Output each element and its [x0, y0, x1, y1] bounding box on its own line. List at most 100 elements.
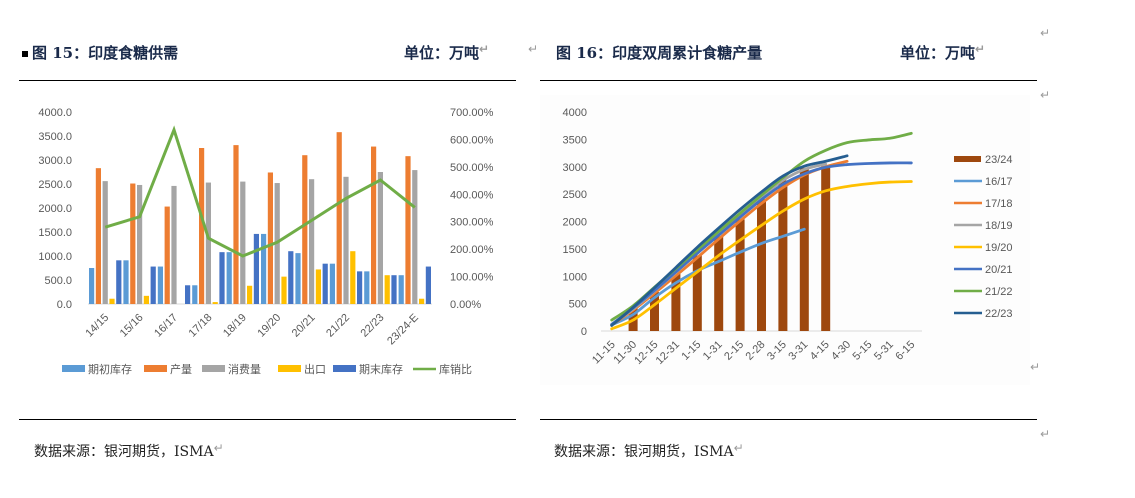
- bar-期初库存: [89, 268, 95, 304]
- y2-tick-label: 0.00%: [450, 299, 481, 311]
- x-tick-label: 20/21: [290, 312, 318, 340]
- y-tick-label: 3000: [563, 162, 587, 174]
- legend-label: 17/18: [985, 198, 1013, 210]
- x-tick-label: 19/20: [255, 312, 283, 340]
- line-16/17: [610, 227, 806, 327]
- legend-label: 期初库存: [88, 362, 132, 376]
- fig15-unit: 单位：万吨 ↵: [404, 42, 489, 63]
- legend-label: 19/20: [985, 242, 1013, 254]
- bar-期初库存: [364, 271, 370, 304]
- x-tick-label: 21/22: [324, 312, 352, 340]
- y-tick-label: 500: [569, 299, 587, 311]
- bar-产量: [336, 132, 342, 304]
- bar-23/24: [692, 255, 702, 331]
- bar-期末库存: [425, 266, 431, 304]
- bar-期初库存: [157, 266, 163, 304]
- y-tick-label: 1500.0: [38, 227, 72, 239]
- fig16-unit: 单位：万吨 ↵: [900, 42, 985, 63]
- x-tick-label: 15/16: [118, 312, 146, 340]
- fig15-bottom-rule: [19, 419, 516, 420]
- bar-23/24: [735, 219, 745, 331]
- paragraph-mark-icon: ↵: [479, 42, 490, 56]
- y2-tick-label: 300.00%: [450, 217, 494, 229]
- legend-swatch: [954, 156, 981, 162]
- bar-出口: [315, 269, 321, 304]
- y-tick-label: 3500: [563, 134, 587, 146]
- y-tick-label: 3500.0: [38, 131, 72, 143]
- y2-tick-label: 600.00%: [450, 134, 494, 146]
- bar-出口: [247, 285, 253, 304]
- bar-期末库存: [391, 275, 397, 304]
- fig15-top-rule: [19, 80, 516, 81]
- bar-出口: [212, 302, 218, 304]
- bar-产量: [371, 146, 377, 304]
- y-tick-label: 4000.0: [38, 107, 72, 119]
- y2-tick-label: 200.00%: [450, 244, 494, 256]
- bar-期初库存: [398, 275, 404, 304]
- y-tick-label: 1000.0: [38, 251, 72, 263]
- paragraph-mark-icon: ↵: [528, 42, 539, 56]
- y2-tick-label: 700.00%: [450, 107, 494, 119]
- bar-23/24: [799, 167, 809, 331]
- y2-tick-label: 500.00%: [450, 162, 494, 174]
- bar-出口: [143, 295, 149, 304]
- bar-期末库存: [357, 271, 363, 304]
- y2-tick-label: 400.00%: [450, 189, 494, 201]
- fig15-chart: 0.0 500.0 1000.0 1500.0 2000.0 2500.0 3000.0 35…: [38, 107, 494, 376]
- bar-消费量: [205, 182, 211, 304]
- y2-tick-label: 100.00%: [450, 272, 494, 284]
- bar-消费量: [309, 179, 315, 304]
- bar-产量: [233, 145, 239, 304]
- bar-出口: [350, 251, 356, 304]
- paragraph-mark-icon: ↵: [1030, 360, 1041, 374]
- legend-label: 21/22: [985, 286, 1013, 298]
- line-库销比: [104, 125, 416, 258]
- fig16-title-text: 图 16：印度双周累计食糖产量: [556, 44, 763, 62]
- x-tick-label: 14/15: [83, 312, 111, 340]
- fig15-title-text: 图 15：印度食糖供需: [32, 44, 179, 62]
- paragraph-mark-icon: ↵: [1040, 88, 1051, 102]
- bar-产量: [164, 206, 170, 304]
- bar-消费量: [377, 172, 383, 304]
- paragraph-mark-icon: ↵: [1040, 427, 1051, 441]
- bar-消费量: [343, 176, 349, 304]
- paragraph-mark-icon: ↵: [213, 441, 224, 455]
- bar-消费量: [240, 181, 246, 304]
- y-tick-label: 2500: [563, 189, 587, 201]
- fig15-title: 图 15：印度食糖供需: [22, 42, 178, 63]
- y-tick-label: 2500.0: [38, 179, 72, 191]
- paragraph-mark-icon: ↵: [1040, 26, 1051, 40]
- x-tick-label: 22/23: [359, 312, 387, 340]
- bar-期初库存: [295, 253, 301, 304]
- y-tick-label: 3000.0: [38, 155, 72, 167]
- line-22/23: [610, 154, 849, 327]
- bar-期初库存: [261, 233, 267, 304]
- bar-产量: [95, 168, 101, 304]
- bullet-icon: [22, 51, 28, 57]
- bar-出口: [419, 298, 425, 304]
- legend-swatch: [333, 365, 356, 372]
- y-tick-label: 1000: [563, 271, 587, 283]
- bar-期末库存: [253, 233, 259, 304]
- legend-label: 20/21: [985, 264, 1013, 276]
- legend-swatch: [62, 365, 85, 372]
- fig16-bottom-rule: [540, 419, 1037, 420]
- bar-产量: [405, 156, 411, 304]
- y-tick-label: 500.0: [44, 275, 72, 287]
- bar-期末库存: [185, 285, 191, 304]
- bar-期末库存: [219, 252, 225, 304]
- legend-swatch: [278, 365, 301, 372]
- y-tick-label: 0.0: [57, 299, 72, 311]
- bar-期初库存: [192, 285, 198, 304]
- fig16-source-text: 数据来源：银河期货，ISMA: [554, 444, 734, 460]
- y-tick-label: 2000.0: [38, 203, 72, 215]
- fig16-title: 图 16：印度双周累计食糖产量: [556, 42, 762, 63]
- y-tick-label: 0: [581, 326, 587, 338]
- bar-23/24: [778, 180, 788, 331]
- bar-23/24: [714, 236, 724, 331]
- x-tick-label: 16/17: [152, 312, 180, 340]
- bar-期初库存: [226, 252, 232, 304]
- bar-23/24: [821, 166, 831, 331]
- legend-swatch: [202, 365, 225, 372]
- x-tick-label: 18/19: [221, 312, 249, 340]
